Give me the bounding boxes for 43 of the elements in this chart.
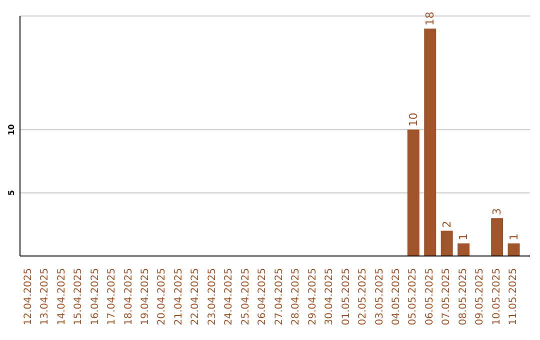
x-tick-label: 07.05.2025 (441, 268, 452, 326)
data-label: 10 (406, 112, 420, 127)
x-tick-label: 03.05.2025 (374, 268, 386, 326)
x-tick-label: 26.04.2025 (257, 268, 268, 326)
x-tick-label: 12.04.2025 (22, 268, 34, 326)
x-tick-label: 04.05.2025 (391, 268, 402, 326)
bar (491, 218, 504, 256)
x-tick-label: 14.04.2025 (56, 268, 68, 326)
x-tick-label: 22.04.2025 (190, 268, 202, 326)
x-tick-label: 15.04.2025 (73, 268, 84, 326)
bar (508, 243, 520, 256)
data-label: 18 (424, 12, 437, 26)
x-tick-label: 24.04.2025 (224, 268, 235, 326)
x-tick-label: 30.04.2025 (324, 268, 336, 326)
x-tick-label: 13.04.2025 (40, 268, 51, 326)
x-tick-label: 19.04.2025 (140, 268, 151, 326)
x-tick-label: 27.04.2025 (274, 268, 285, 326)
x-tick-label: 29.04.2025 (307, 268, 318, 326)
x-tick-label: 09.05.2025 (474, 268, 486, 326)
data-label: 1 (457, 233, 470, 240)
x-tick-label: 18.04.2025 (123, 268, 134, 326)
x-tick-label: 10.05.2025 (491, 268, 502, 326)
x-tick-label: 01.05.2025 (340, 268, 352, 326)
x-tick-label: 25.04.2025 (240, 268, 252, 326)
x-tick-label: 20.04.2025 (156, 268, 168, 326)
data-label: 3 (490, 208, 504, 216)
x-tick-label: 17.04.2025 (106, 268, 118, 326)
data-label: 2 (440, 220, 454, 228)
x-tick-label: 23.04.2025 (206, 268, 218, 326)
x-tick-label: 08.05.2025 (458, 268, 469, 326)
bar (440, 230, 453, 256)
x-tick-label: 02.05.2025 (358, 268, 369, 326)
data-label: 1 (507, 233, 520, 240)
bar (424, 28, 436, 256)
x-tick-label: 16.04.2025 (90, 268, 101, 326)
x-tick-label: 28.04.2025 (290, 268, 302, 326)
bar (458, 243, 470, 256)
x-tick-label: 06.05.2025 (424, 268, 436, 326)
bar (407, 130, 420, 256)
y-tick-label: 5 (7, 190, 16, 196)
x-tick-label: 21.04.2025 (173, 268, 184, 326)
x-tick-label: 05.05.2025 (408, 268, 419, 326)
x-tick-label: 11.05.2025 (508, 268, 520, 326)
